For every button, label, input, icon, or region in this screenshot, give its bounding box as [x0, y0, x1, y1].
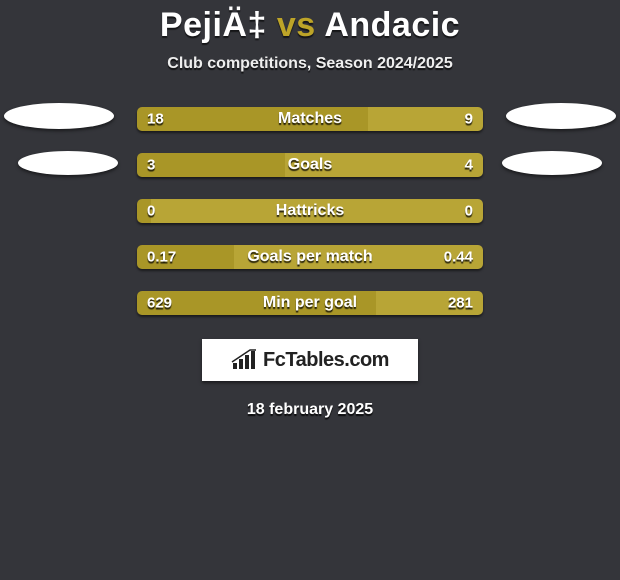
stat-label: Hattricks: [276, 202, 344, 220]
vs-word: vs: [277, 6, 316, 44]
subtitle: Club competitions, Season 2024/2025: [0, 55, 620, 73]
stat-label: Matches: [278, 110, 342, 128]
stat-label: Min per goal: [263, 294, 357, 312]
side-badge-right-2: [502, 151, 602, 175]
stat-row: 3 4 Goals: [137, 153, 483, 177]
side-badge-right-1: [506, 103, 616, 129]
fctables-logo[interactable]: FcTables.com: [202, 339, 418, 381]
stat-value-right: 0: [465, 203, 473, 220]
stat-value-left: 629: [147, 295, 172, 312]
stat-value-right: 9: [465, 111, 473, 128]
bar-chart-icon: [231, 349, 257, 371]
comparison-card: PejiÄ‡ vs Andacic Club competitions, Sea…: [0, 0, 620, 419]
stat-label: Goals: [288, 156, 332, 174]
player-left-name: PejiÄ‡: [160, 6, 267, 44]
stat-row: 0.17 0.44 Goals per match: [137, 245, 483, 269]
side-badge-left-2: [18, 151, 118, 175]
side-badge-left-1: [4, 103, 114, 129]
stat-value-left: 3: [147, 157, 155, 174]
stats-rows-container: 18 9 Matches 3 4 Goals 0 0 Hattricks 0.17 0.44 Goal…: [0, 107, 620, 315]
stat-row: 629 281 Min per goal: [137, 291, 483, 315]
stat-row: 18 9 Matches: [137, 107, 483, 131]
stat-label: Goals per match: [247, 248, 372, 266]
stat-value-right: 4: [465, 157, 473, 174]
stat-value-right: 0.44: [444, 249, 473, 266]
stat-value-left: 0.17: [147, 249, 176, 266]
stat-value-left: 18: [147, 111, 164, 128]
stat-row: 0 0 Hattricks: [137, 199, 483, 223]
stat-value-right: 281: [448, 295, 473, 312]
footer-date: 18 february 2025: [0, 401, 620, 419]
logo-text: FcTables.com: [263, 349, 389, 372]
stat-value-left: 0: [147, 203, 155, 220]
stat-bar-left: [137, 153, 285, 177]
player-right-name: Andacic: [324, 6, 460, 44]
page-title: PejiÄ‡ vs Andacic: [0, 6, 620, 45]
